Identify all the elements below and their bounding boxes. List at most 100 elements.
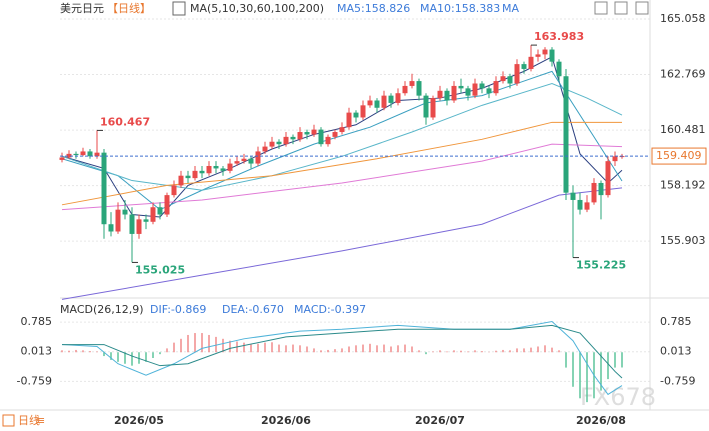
candle-body [227,163,233,171]
candle-body [115,209,121,232]
watermark: FX678 [580,383,656,411]
ma10-legend: MA10:158.383 [420,2,500,15]
candle-body [276,141,282,145]
x-tick-label: 2026/07 [415,414,465,427]
candle-body [171,185,177,196]
candle-body [605,161,611,196]
candle-body [486,88,492,94]
candle-body [66,153,72,158]
ma5-legend: MA5:158.826 [337,2,410,15]
candle-body [416,81,422,96]
candle-body [563,76,569,193]
candle-body [80,151,86,156]
candle-body [542,49,548,55]
close-icon[interactable] [635,1,649,15]
ma-line [61,320,623,396]
y-tick-label: 0.785 [660,315,692,328]
ma-line [61,56,623,218]
candle-body [129,214,135,234]
candle-body [591,182,597,203]
y-tick-label-left: -0.759 [17,374,52,387]
y-tick-label: 155.903 [660,234,706,247]
candle-body [528,56,534,69]
candle-body [409,81,415,86]
candle-body [535,54,541,57]
candle-body [500,76,506,82]
period-icon[interactable] [2,414,15,427]
candle-body [304,132,310,135]
layout-icon[interactable] [614,1,628,15]
candle-body [122,209,128,215]
candle-body [584,202,590,210]
ma-line [62,324,623,379]
candle-body [73,153,79,156]
candle-body [59,157,65,160]
ma-params: MA(5,10,30,60,100,200) [190,2,324,15]
x-tick-label: 2026/05 [114,414,164,427]
last-price-box [651,147,707,165]
candle-body [472,83,478,96]
candle-body [444,90,450,101]
macd-legend: MACD:-0.397 [294,303,366,316]
candle-body [157,207,163,215]
annotation: 155.025 [135,263,185,276]
candle-body [206,165,212,174]
annotation: 155.225 [576,259,626,272]
candle-body [136,219,142,234]
candle-body [332,132,338,137]
candle-body [325,136,331,145]
ma-line [61,121,622,206]
candle-body [241,158,247,162]
candle-body [311,129,317,135]
candle-body [143,219,149,222]
candle-body [318,129,324,145]
candle-body [521,64,527,69]
annotation: 163.983 [534,30,584,43]
candle-body [269,141,275,147]
candle-body [199,170,205,174]
candle-body [465,88,471,96]
last-price-label: 159.409 [656,149,702,162]
candle-body [437,90,443,99]
candle-body [262,146,268,152]
y-tick-label: -0.759 [660,374,695,387]
settings-icon[interactable] [594,1,608,15]
candle-body [346,112,352,128]
candle-body [178,175,184,186]
candle-body [339,127,345,133]
candle-body [430,98,436,118]
candle-body [297,132,303,140]
y-tick-label: 160.481 [660,123,706,136]
y-tick-label: 162.769 [660,68,706,81]
x-tick-label: 2026/08 [576,414,626,427]
menu-icon[interactable]: ≡ [36,414,45,427]
y-tick-label: 0.013 [660,345,692,358]
macd-title: MACD(26,12,9) [60,303,144,316]
ma-icon[interactable] [172,1,186,16]
candle-body [451,85,457,101]
candle-body [479,83,485,89]
candle-body [514,64,520,84]
candle-body [283,136,289,145]
period: 【日线】 [107,1,151,15]
candle-body [101,152,107,225]
candle-body [612,156,618,162]
candle-body [248,158,254,164]
x-tick-label: 2026/06 [261,414,311,427]
candle-body [360,105,366,118]
candle-body [374,100,380,108]
candle-body [87,151,93,157]
footer-period: 日线 [18,413,40,427]
y-tick-label: 158.192 [660,179,706,192]
candle-body [570,192,576,200]
candle-body [290,136,296,140]
ma-line [61,187,623,300]
candle-body [598,182,604,196]
candle-body [402,85,408,94]
y-tick-label-left: 0.785 [21,315,53,328]
candle-body [94,152,100,157]
ma-legend: MA [502,2,519,15]
candle-body [220,168,226,171]
candle-body [395,93,401,103]
